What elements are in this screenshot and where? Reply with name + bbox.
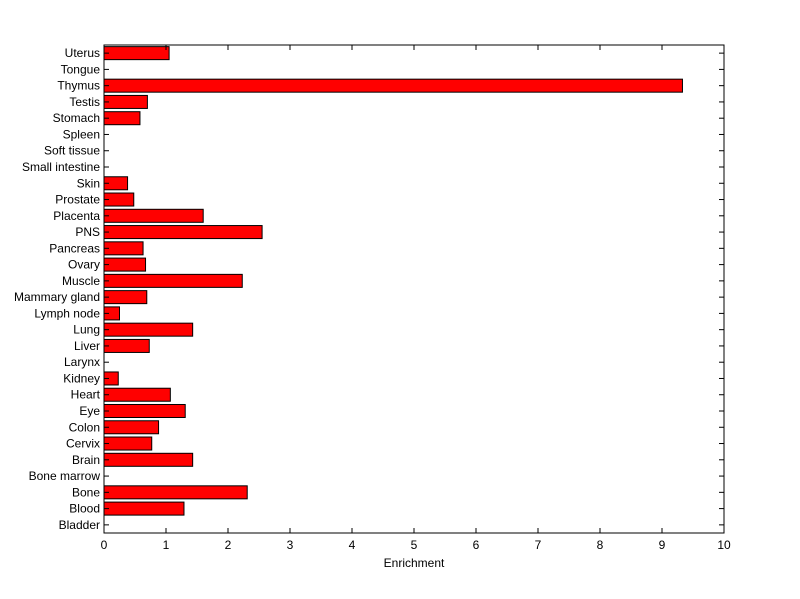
x-axis-label: Enrichment — [384, 556, 445, 570]
bar-heart — [103, 387, 171, 402]
x-tick-label: 0 — [101, 538, 108, 552]
y-tick-label: Testis — [69, 95, 100, 109]
x-tick-label: 3 — [287, 538, 294, 552]
y-tick-label: Bone — [72, 485, 100, 499]
bar-thymus — [103, 78, 683, 93]
x-tick-label: 6 — [473, 538, 480, 552]
ticks-group — [103, 45, 725, 533]
y-tick-label: Mammary gland — [14, 290, 100, 304]
y-tick-label: Colon — [69, 420, 100, 434]
x-tick-label: 7 — [535, 538, 542, 552]
bar-muscle — [103, 273, 243, 288]
x-tick-label: 2 — [225, 538, 232, 552]
y-tick-label: Lymph node — [34, 306, 100, 320]
y-tick-label: Soft tissue — [44, 144, 100, 158]
bar-testis — [103, 94, 148, 109]
x-tick-label: 10 — [717, 538, 731, 552]
bar-ovary — [103, 257, 147, 272]
y-tick-label: Brain — [72, 453, 100, 467]
bar-colon — [103, 420, 160, 435]
bar-cervix — [103, 436, 153, 451]
y-tick-label: Small intestine — [22, 160, 100, 174]
bars-group — [103, 46, 683, 516]
y-tick-label: Lung — [73, 323, 100, 337]
y-tick-label: Larynx — [64, 355, 100, 369]
x-tick-label: 8 — [597, 538, 604, 552]
bar-bone — [103, 485, 248, 500]
x-tick-labels: 0 1 2 3 4 5 6 7 8 9 10 — [101, 538, 731, 552]
y-tick-label: PNS — [75, 225, 100, 239]
y-tick-label: Placenta — [53, 209, 100, 223]
bar-lung — [103, 322, 194, 337]
y-tick-labels: Uterus Tongue Thymus Testis Stomach Spleen Sof… — [14, 46, 101, 532]
bar-blood — [103, 501, 185, 516]
y-tick-label: Skin — [77, 176, 100, 190]
y-tick-label: Bladder — [59, 518, 100, 532]
bar-pancreas — [103, 241, 144, 256]
bar-placenta — [103, 208, 204, 223]
y-tick-label: Blood — [69, 502, 100, 516]
y-tick-label: Spleen — [63, 127, 100, 141]
bar-eye — [103, 403, 186, 419]
x-tick-label: 1 — [163, 538, 170, 552]
x-tick-label: 5 — [411, 538, 418, 552]
x-tick-label: 9 — [659, 538, 666, 552]
y-tick-label: Thymus — [57, 79, 100, 93]
y-tick-label: Bone marrow — [29, 469, 101, 483]
x-tick-label: 4 — [349, 538, 356, 552]
y-tick-label: Cervix — [66, 437, 100, 451]
bar-brain — [103, 452, 194, 467]
y-tick-label: Liver — [74, 339, 100, 353]
y-tick-label: Prostate — [55, 193, 100, 207]
plot-frame — [103, 44, 725, 534]
y-tick-label: Kidney — [63, 371, 100, 385]
bar-uterus — [103, 46, 170, 61]
y-tick-label: Pancreas — [49, 241, 100, 255]
y-tick-label: Muscle — [62, 274, 100, 288]
y-tick-label: Heart — [71, 388, 101, 402]
bar-liver — [103, 338, 150, 353]
bar-pns — [103, 225, 263, 240]
y-tick-label: Eye — [79, 404, 100, 418]
y-tick-label: Uterus — [65, 46, 100, 60]
y-tick-label: Tongue — [61, 62, 101, 76]
bar-mammary-gland — [103, 290, 148, 305]
y-tick-label: Ovary — [68, 258, 100, 272]
bar-stomach — [103, 111, 141, 126]
y-tick-label: Stomach — [53, 111, 100, 125]
